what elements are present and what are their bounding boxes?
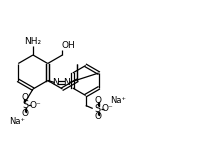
Text: Na⁺: Na⁺: [110, 96, 126, 105]
Text: NH₂: NH₂: [24, 37, 42, 47]
Text: O: O: [94, 112, 101, 121]
Text: S: S: [95, 103, 101, 114]
Text: S: S: [22, 100, 28, 110]
Text: Na⁺: Na⁺: [9, 117, 25, 127]
Text: O: O: [22, 93, 28, 101]
Text: N: N: [52, 78, 59, 87]
Text: O⁻: O⁻: [29, 101, 41, 109]
Text: O⁻: O⁻: [102, 104, 114, 113]
Text: O: O: [22, 109, 28, 117]
Text: N: N: [63, 78, 70, 87]
Text: O: O: [94, 96, 101, 105]
Text: OH: OH: [62, 42, 75, 50]
